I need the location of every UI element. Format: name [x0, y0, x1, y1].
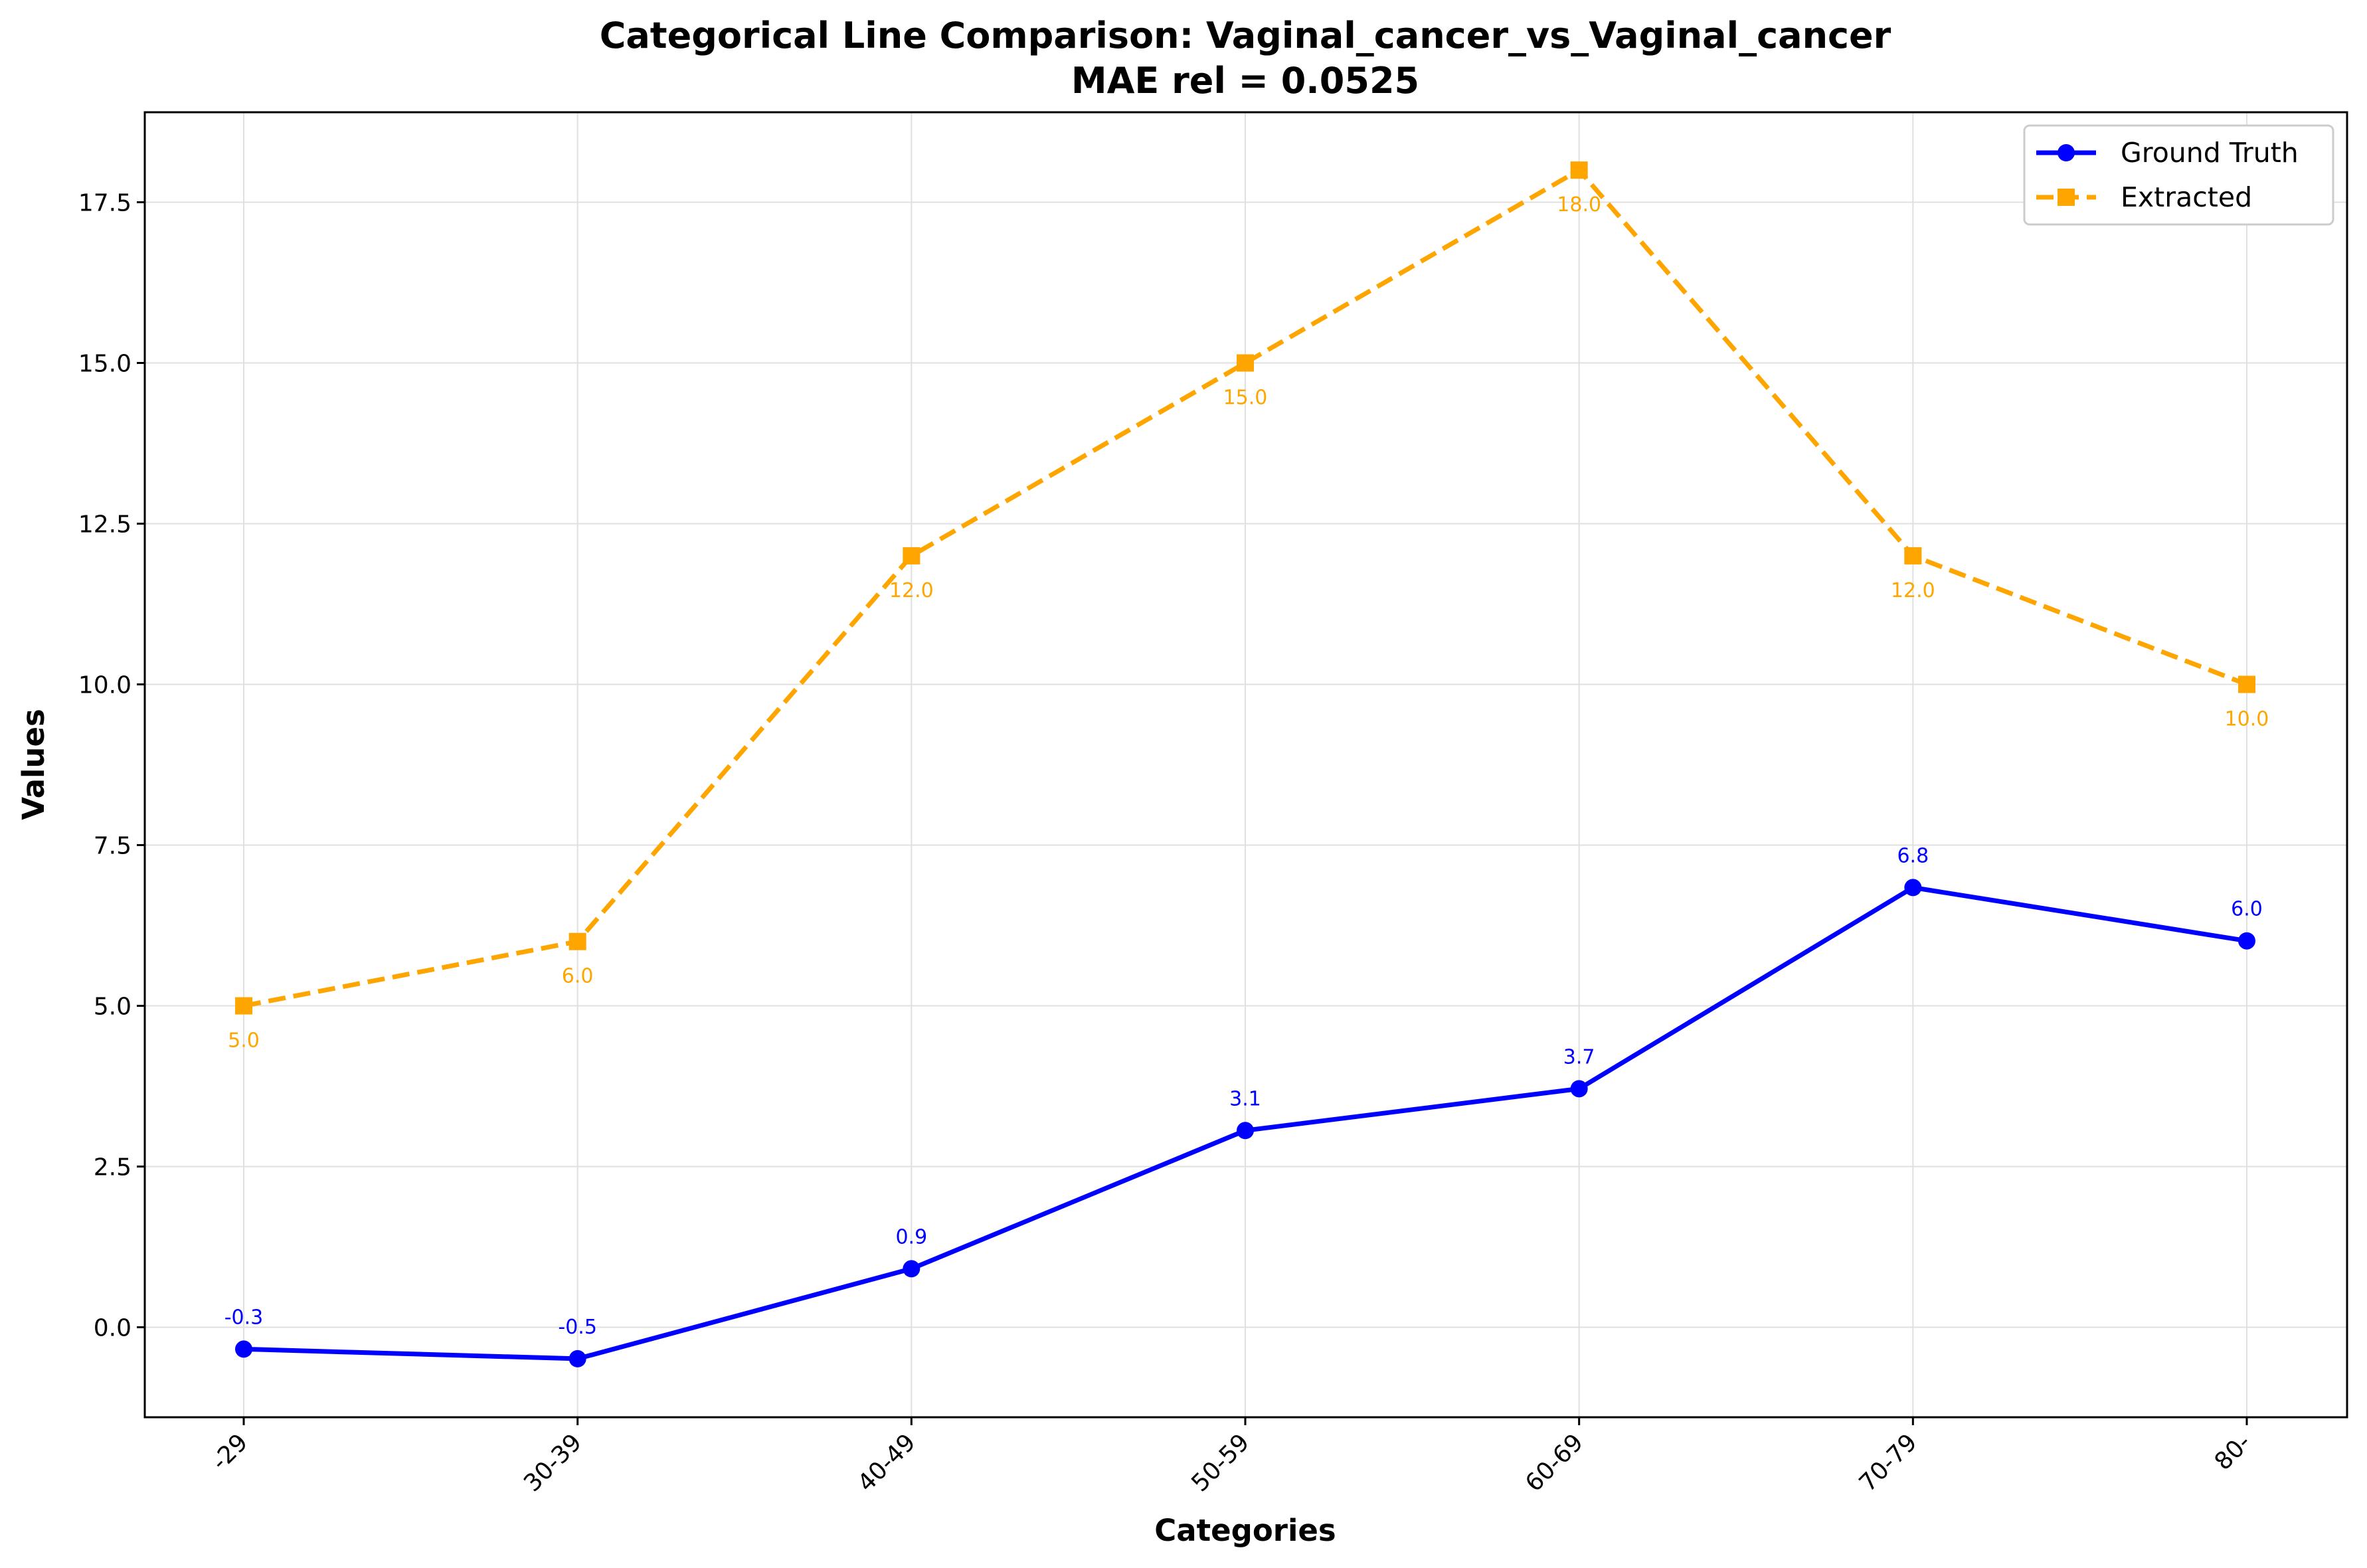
data-point-ground-truth [569, 1350, 586, 1367]
y-tick-label: 2.5 [94, 1154, 132, 1181]
data-label: -0.3 [224, 1306, 264, 1329]
chart-subtitle: MAE rel = 0.0525 [1071, 60, 1419, 102]
legend-marker-circle [2058, 144, 2075, 161]
legend-label: Ground Truth [2121, 137, 2299, 169]
legend-marker-square [2058, 189, 2075, 206]
legend: Ground Truth Extracted [2023, 124, 2334, 226]
data-point-ground-truth [1904, 879, 1922, 897]
data-point-extracted [903, 547, 920, 565]
legend-label: Extracted [2121, 181, 2252, 213]
y-tick-label: 17.5 [78, 190, 132, 217]
data-point-ground-truth [1570, 1080, 1588, 1098]
data-point-ground-truth [235, 1340, 252, 1358]
data-label: 6.0 [562, 965, 594, 988]
y-tick-label: 10.0 [78, 672, 132, 699]
data-label: 6.0 [2231, 898, 2263, 921]
series-group [235, 161, 2255, 1367]
data-point-extracted [1904, 547, 1922, 565]
data-point-extracted [235, 997, 252, 1015]
data-label: 10.0 [2225, 708, 2269, 731]
data-label: -0.5 [558, 1316, 597, 1339]
plot-area-frame [143, 111, 2348, 1419]
data-point-extracted [1237, 354, 1254, 372]
y-axis-label: Values [16, 709, 51, 820]
data-label: 6.8 [1897, 844, 1929, 867]
data-label: 18.0 [1557, 193, 1601, 217]
data-point-extracted [2238, 675, 2255, 693]
data-point-extracted [1570, 161, 1588, 179]
y-tick-label: 15.0 [78, 351, 132, 378]
data-label: 3.7 [1563, 1045, 1595, 1069]
chart-title: Categorical Line Comparison: Vaginal_can… [600, 15, 1891, 56]
data-label: 12.0 [889, 579, 934, 602]
y-tick-label: 0.0 [94, 1314, 132, 1342]
data-label: 5.0 [228, 1029, 260, 1052]
y-tick-label: 5.0 [94, 993, 132, 1020]
data-labels: -0.3 -0.5 0.9 3.1 3.7 6.8 6.0 5.0 6.0 12.0 15.0 18.… [224, 193, 2269, 1339]
x-axis-label: Categories [1154, 1513, 1336, 1548]
y-tick-label: 12.5 [78, 511, 132, 539]
data-point-ground-truth [1237, 1122, 1254, 1140]
data-point-ground-truth [903, 1260, 920, 1278]
y-tick-label: 7.5 [94, 832, 132, 859]
data-label: 12.0 [1891, 579, 1935, 602]
data-point-ground-truth [2238, 932, 2255, 950]
data-point-extracted [569, 932, 586, 950]
data-label: 15.0 [1223, 387, 1268, 410]
grid [145, 112, 2347, 1417]
data-label: 0.9 [895, 1225, 927, 1249]
data-label: 3.1 [1229, 1087, 1261, 1110]
legend-box [2023, 124, 2334, 226]
